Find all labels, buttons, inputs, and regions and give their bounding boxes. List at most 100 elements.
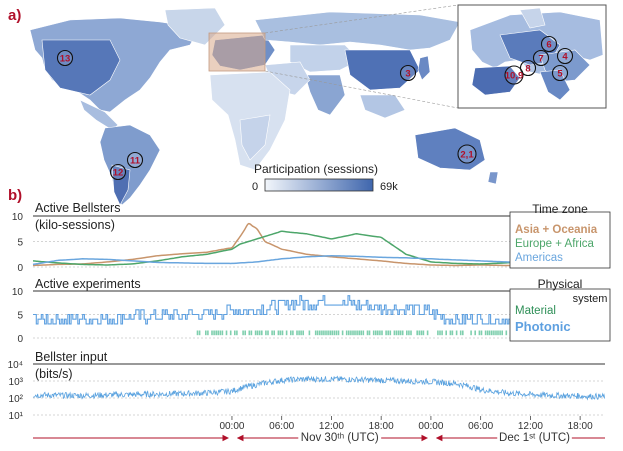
legend-title: Physical xyxy=(538,277,583,291)
colorbar-min: 0 xyxy=(252,181,258,193)
legend-entry: Photonic xyxy=(515,319,571,334)
material-mark xyxy=(300,330,302,336)
material-mark xyxy=(225,330,228,336)
y-axis-label: (bits/s) xyxy=(35,367,73,381)
map-marker: 2,1 xyxy=(457,144,477,164)
material-mark xyxy=(281,330,284,336)
marker-label: 3 xyxy=(405,69,410,80)
map-marker: 12 xyxy=(109,163,127,181)
map-marker: 13 xyxy=(56,49,74,67)
material-mark xyxy=(462,330,464,336)
material-mark xyxy=(495,330,497,336)
chart-title: Bellster input xyxy=(35,350,108,364)
material-mark xyxy=(348,330,350,336)
material-mark xyxy=(486,330,489,336)
y-tick-label: 0 xyxy=(17,263,23,274)
material-mark xyxy=(399,330,402,336)
colorbar: Participation (sessions) 0 69k xyxy=(252,162,398,193)
material-mark xyxy=(354,330,356,336)
y-tick-label: 10 xyxy=(12,212,24,223)
colorbar-title: Participation (sessions) xyxy=(254,162,378,176)
marker-circle xyxy=(399,64,417,82)
europe-inset xyxy=(457,4,607,109)
colorbar-gradient xyxy=(264,178,374,192)
chart-active-experiments: 10 5 0 Active experiments Physical system Mate… xyxy=(12,277,611,345)
material-mark xyxy=(356,330,358,336)
material-mark xyxy=(397,330,400,336)
material-mark xyxy=(327,330,329,336)
material-mark xyxy=(478,330,481,336)
material-mark xyxy=(221,330,224,336)
material-mark xyxy=(350,330,352,336)
map-marker: 11 xyxy=(126,151,144,169)
x-tick-label: 18:00 xyxy=(369,421,394,432)
legend-physical: Physical system Material Photonic xyxy=(509,277,611,342)
material-mark xyxy=(422,330,425,336)
material-mark xyxy=(445,330,447,336)
legend-timezone: Time zone Asia + Oceania Europe + Africa Am… xyxy=(509,202,611,269)
x-tick-label: 06:00 xyxy=(468,421,493,432)
map-marker: 7 xyxy=(532,49,550,67)
material-mark xyxy=(329,330,331,336)
marker-label: 13 xyxy=(60,54,71,65)
material-mark xyxy=(298,330,300,336)
marker-circle xyxy=(504,65,524,85)
world-map xyxy=(29,4,499,206)
material-mark xyxy=(381,330,383,336)
material-mark xyxy=(406,330,408,336)
material-mark xyxy=(480,330,483,336)
material-mark xyxy=(459,330,462,336)
material-mark xyxy=(256,330,259,336)
material-mark xyxy=(377,330,379,336)
material-mark xyxy=(333,330,336,336)
material-mark xyxy=(302,330,304,336)
marker-circle xyxy=(551,64,569,82)
map-marker: 8 xyxy=(519,59,537,77)
x-tick-label: 12:00 xyxy=(319,421,344,432)
y-tick-label: 10² xyxy=(9,394,24,405)
material-mark xyxy=(385,330,387,336)
marker-label: 5 xyxy=(557,69,563,80)
material-mark xyxy=(308,330,311,336)
material-mark xyxy=(290,330,292,336)
material-mark xyxy=(449,330,452,336)
material-mark xyxy=(470,330,472,336)
material-mark xyxy=(207,330,209,336)
marker-label: 12 xyxy=(113,168,124,179)
material-mark xyxy=(217,330,219,336)
material-mark xyxy=(393,330,396,336)
colorbar-max: 69k xyxy=(380,181,398,193)
material-mark xyxy=(316,330,319,336)
material-mark xyxy=(323,330,325,336)
x-tick-label: 06:00 xyxy=(269,421,294,432)
material-mark xyxy=(229,330,232,336)
material-mark xyxy=(319,330,321,336)
material-mark xyxy=(341,330,344,336)
dec-label: Dec 1ˢᵗ (UTC) xyxy=(499,432,570,444)
material-mark xyxy=(360,330,362,336)
x-tick-label: 00:00 xyxy=(219,421,244,432)
chart-bellster-input: 10⁴ 10³ 10² 10¹ Bellster input (bits/s) xyxy=(8,350,606,422)
material-mark xyxy=(335,330,338,336)
panel-b-label: b) xyxy=(8,187,22,204)
marker-circle xyxy=(532,49,550,67)
material-mark xyxy=(292,330,294,336)
material-mark xyxy=(426,330,429,336)
material-mark xyxy=(250,330,253,336)
marker-circle xyxy=(56,49,74,67)
material-mark xyxy=(285,330,288,336)
map-marker: 4 xyxy=(556,47,574,65)
legend-box xyxy=(509,211,611,269)
material-mark xyxy=(501,330,503,336)
material-mark xyxy=(244,330,246,336)
marker-circle xyxy=(126,151,144,169)
series-photonic xyxy=(33,295,604,330)
map-marker: 10,9 xyxy=(504,65,524,85)
material-mark xyxy=(358,330,360,336)
legend-entry: Asia + Oceania xyxy=(515,224,598,236)
chart-title: Active Bellsters xyxy=(35,201,120,215)
material-mark xyxy=(258,330,261,336)
legend-title-2: system xyxy=(573,293,608,305)
material-mark xyxy=(242,330,244,336)
